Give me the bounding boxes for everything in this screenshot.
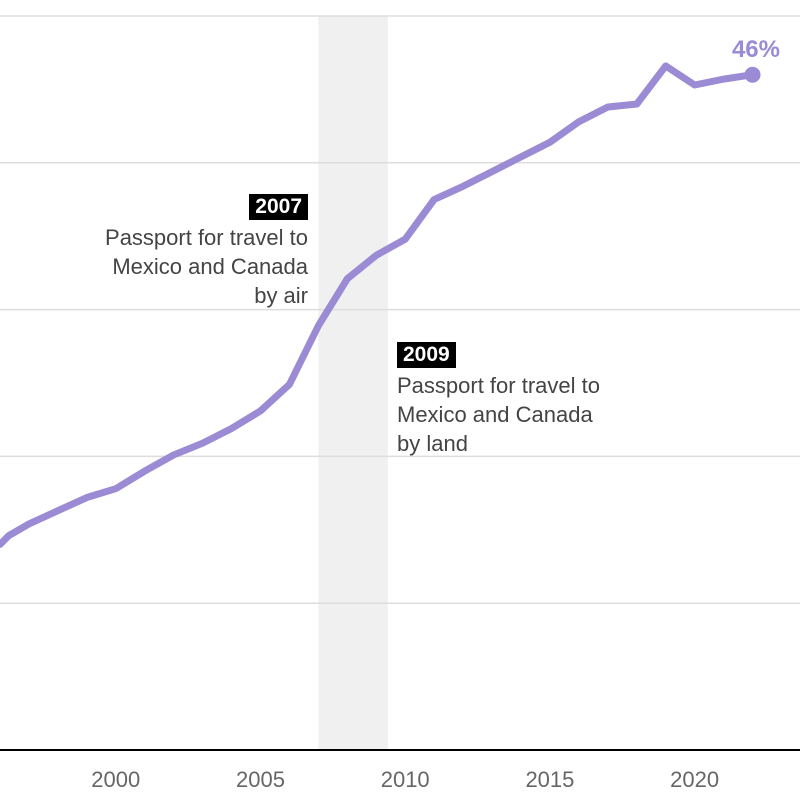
annotation-2007-line-3: by air	[254, 283, 308, 308]
x-tick-label-2000: 2000	[91, 767, 140, 792]
annotation-2009-line-2: Mexico and Canada	[397, 402, 593, 427]
shaded-period-band	[318, 16, 388, 750]
x-tick-label-2010: 2010	[381, 767, 430, 792]
annotation-2009-line-3: by land	[397, 431, 468, 456]
series-line	[0, 62, 757, 548]
x-tick-label-2005: 2005	[236, 767, 285, 792]
annotation-2007-line-1: Passport for travel to	[105, 225, 308, 250]
x-tick-label-2015: 2015	[525, 767, 574, 792]
end-value-label: 46%	[731, 36, 780, 63]
annotation-2009: 2009 Passport for travel to Mexico and C…	[397, 339, 600, 458]
x-tick-label-2020: 2020	[670, 767, 719, 792]
annotation-2007-year: 2007	[249, 194, 308, 220]
series-end-point	[744, 66, 761, 83]
annotation-2007-line-2: Mexico and Canada	[112, 254, 308, 279]
annotation-2009-year: 2009	[397, 342, 456, 368]
annotation-2009-line-1: Passport for travel to	[397, 373, 600, 398]
annotation-2007: 2007 Passport for travel to Mexico and C…	[105, 191, 308, 310]
